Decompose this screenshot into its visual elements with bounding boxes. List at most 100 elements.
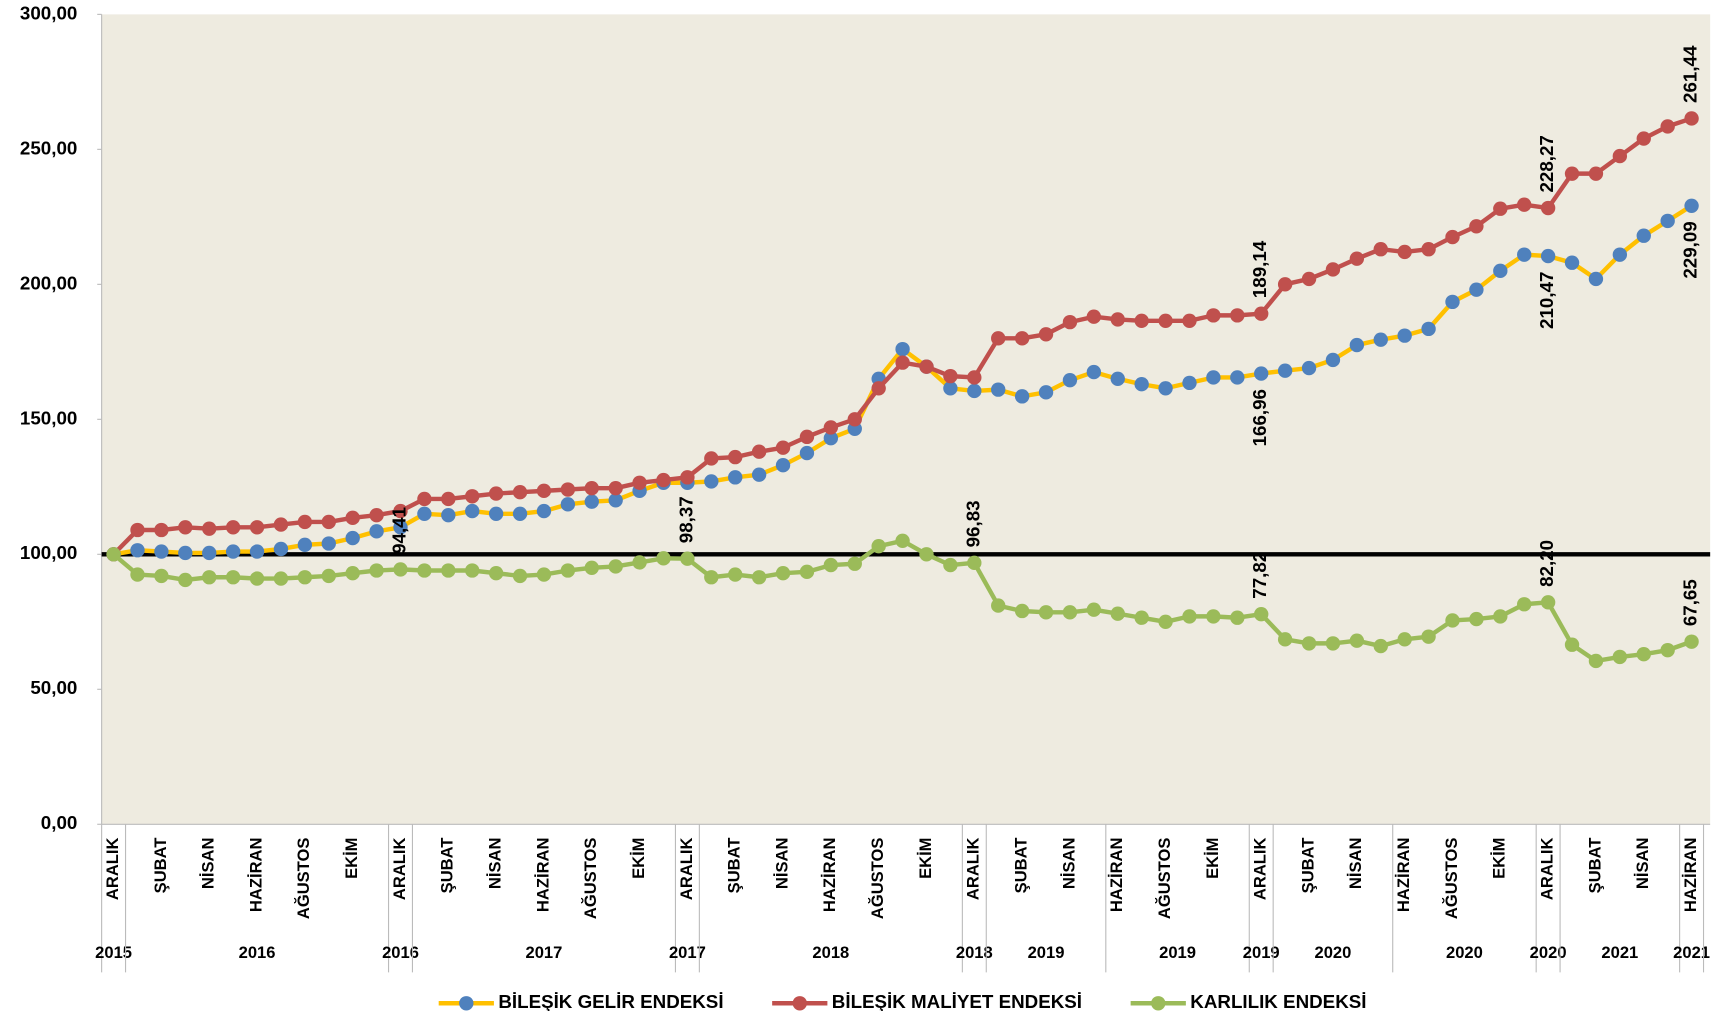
data-point xyxy=(1158,614,1173,629)
data-point xyxy=(441,491,456,507)
data-point xyxy=(943,381,958,396)
data-point xyxy=(967,555,982,571)
data-point xyxy=(225,520,241,535)
data-point xyxy=(1636,131,1651,146)
data-point xyxy=(1014,389,1030,404)
data-label: 189,14 xyxy=(1249,240,1270,298)
x-tick-label: NİSAN xyxy=(1346,838,1365,890)
data-point xyxy=(680,470,695,485)
plot-area xyxy=(101,14,1711,825)
x-group-label: 2021 xyxy=(1601,943,1638,962)
data-point xyxy=(321,568,336,584)
legend-label: KARLILIK ENDEKSİ xyxy=(1190,991,1366,1011)
data-point xyxy=(488,566,504,581)
data-point xyxy=(225,570,241,585)
data-point xyxy=(1182,375,1197,391)
data-point xyxy=(704,474,719,489)
x-group-label: 2015 xyxy=(95,943,132,962)
data-point xyxy=(1540,248,1556,264)
data-point xyxy=(465,563,480,578)
data-point xyxy=(1421,242,1436,257)
data-point xyxy=(321,536,336,551)
data-point xyxy=(895,341,910,357)
data-point xyxy=(704,570,719,585)
data-point xyxy=(321,514,336,530)
data-point xyxy=(1397,328,1412,343)
data-point xyxy=(1254,366,1269,381)
data-point xyxy=(1445,229,1460,245)
x-tick-label: NİSAN xyxy=(772,838,791,890)
data-point xyxy=(919,359,934,374)
data-label: 67,65 xyxy=(1680,579,1701,626)
data-point xyxy=(1062,605,1078,620)
x-tick-label: ARALIK xyxy=(390,837,409,900)
data-point xyxy=(536,567,552,582)
data-point xyxy=(297,514,313,530)
data-point xyxy=(369,563,384,578)
data-point xyxy=(130,567,145,582)
data-point xyxy=(488,486,504,501)
data-point xyxy=(1445,294,1460,310)
data-point xyxy=(273,571,289,586)
x-tick-label: AĞUSTOS xyxy=(294,838,313,920)
data-point xyxy=(1588,271,1604,287)
data-label: 94,41 xyxy=(388,507,409,554)
data-point xyxy=(1038,327,1054,342)
x-group-label: 2017 xyxy=(669,943,706,962)
x-tick-label: HAZİRAN xyxy=(533,838,552,913)
data-point xyxy=(345,566,360,581)
data-point xyxy=(584,480,599,496)
data-point xyxy=(560,497,576,512)
data-point xyxy=(1230,308,1245,323)
x-tick-label: NİSAN xyxy=(1059,838,1078,890)
x-tick-label: ŞUBAT xyxy=(151,838,170,894)
data-point xyxy=(1110,606,1125,621)
legend-label: BİLEŞİK GELİR ENDEKSİ xyxy=(498,991,723,1011)
data-point xyxy=(1062,372,1078,388)
data-label: 82,20 xyxy=(1536,540,1557,587)
data-point xyxy=(154,568,169,584)
data-point xyxy=(1660,213,1675,229)
data-point xyxy=(1612,649,1628,665)
data-point xyxy=(1564,637,1580,652)
data-point xyxy=(1086,602,1102,617)
x-tick-label: ŞUBAT xyxy=(1012,838,1031,894)
data-point xyxy=(584,494,599,509)
data-point xyxy=(345,510,360,526)
data-point xyxy=(847,412,862,427)
data-point xyxy=(512,568,528,584)
data-point xyxy=(417,491,432,507)
data-point xyxy=(632,555,647,570)
data-point xyxy=(417,506,432,521)
data-point xyxy=(1158,381,1173,396)
x-group-label: 2019 xyxy=(1243,943,1280,962)
y-tick-label: 100,00 xyxy=(20,542,77,563)
data-point xyxy=(249,544,265,559)
data-point xyxy=(273,517,289,532)
legend-swatch-marker xyxy=(792,996,807,1011)
data-point xyxy=(1062,314,1078,330)
data-point xyxy=(1564,255,1580,270)
x-group-label: 2021 xyxy=(1673,943,1710,962)
data-point xyxy=(369,524,384,539)
data-point xyxy=(967,370,982,385)
data-point xyxy=(1397,244,1412,260)
data-point xyxy=(178,545,193,561)
data-point xyxy=(1086,364,1102,380)
data-point xyxy=(1086,309,1102,324)
data-point xyxy=(1134,610,1149,625)
x-group-label: 2017 xyxy=(526,943,563,962)
x-group-label: 2016 xyxy=(239,943,276,962)
data-point xyxy=(608,559,623,574)
data-point xyxy=(1206,370,1221,385)
data-point xyxy=(417,563,432,578)
x-group-label: 2020 xyxy=(1530,943,1567,962)
data-point xyxy=(895,355,910,370)
data-point xyxy=(1206,609,1221,624)
data-point xyxy=(919,547,934,562)
data-point xyxy=(1038,605,1054,620)
data-label: 98,37 xyxy=(675,496,696,543)
x-tick-label: ŞUBAT xyxy=(1298,838,1317,894)
data-point xyxy=(1277,363,1293,378)
data-point xyxy=(249,520,265,535)
